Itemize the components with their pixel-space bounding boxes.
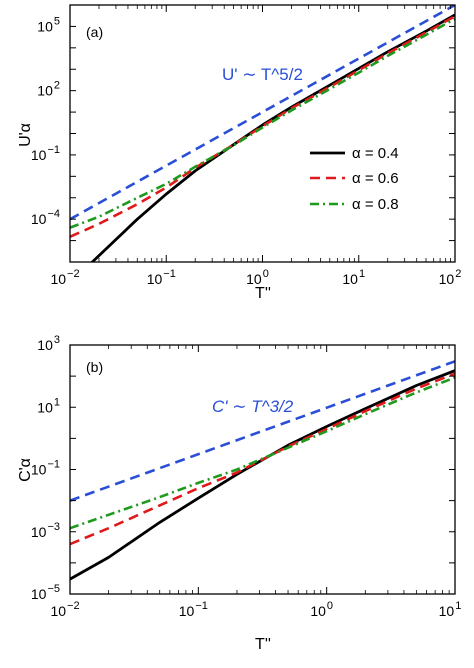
x-tick-label: 101 — [342, 268, 365, 287]
x-tick-label: 10−1 — [147, 268, 176, 287]
legend-label-1: α = 0.6 — [352, 170, 399, 187]
panel-a-ylabel: U'α — [17, 123, 34, 147]
y-tick-label: 105 — [37, 15, 60, 34]
series-line-2 — [70, 376, 455, 530]
panel-a-series — [70, 5, 455, 262]
y-tick-label: 103 — [37, 334, 60, 353]
panel-b-series — [70, 360, 455, 581]
panel-b-ticks: 10−2 10−1 100 101 10−5 10−3 10−1 101 103 — [31, 334, 461, 619]
legend-label-0: α = 0.4 — [352, 145, 399, 162]
panel-b-xlabel: T'' — [255, 636, 271, 653]
panel-b-frame — [69, 344, 456, 595]
panel-b-label: (b) — [86, 359, 103, 375]
y-tick-label: 101 — [37, 396, 60, 415]
panel-b: 10−2 10−1 100 101 10−5 10−3 10−1 101 103 (b) T''… — [17, 334, 461, 653]
panel-b-ylabel: C'α — [17, 458, 34, 482]
panel-a-annotation: U' ∼ T^5/2 — [222, 65, 303, 84]
x-tick-label: 101 — [439, 600, 462, 619]
legend: α = 0.4 α = 0.6 α = 0.8 — [310, 145, 399, 213]
y-tick-label: 10−3 — [31, 521, 60, 540]
series-line-2 — [70, 17, 455, 229]
y-tick-label: 10−4 — [31, 208, 60, 227]
panel-a-frame — [69, 4, 456, 263]
panel-b-annotation: C' ∼ T^3/2 — [212, 397, 294, 416]
y-tick-label: 10−1 — [31, 459, 60, 478]
x-tick-label: 100 — [310, 600, 333, 619]
series-line-3 — [70, 360, 455, 502]
panel-a-label: (a) — [86, 24, 103, 40]
x-tick-label: 10−1 — [179, 600, 208, 619]
y-tick-label: 10−5 — [31, 583, 60, 602]
x-tick-label: 10−2 — [50, 268, 79, 287]
panel-a-xlabel: T'' — [255, 285, 271, 302]
legend-label-2: α = 0.8 — [352, 196, 399, 213]
x-tick-label: 102 — [439, 268, 462, 287]
series-line-3 — [70, 5, 455, 221]
y-tick-label: 10−1 — [31, 144, 60, 163]
x-tick-label: 10−2 — [50, 600, 79, 619]
series-line-0 — [90, 13, 455, 262]
y-tick-label: 102 — [37, 80, 60, 99]
